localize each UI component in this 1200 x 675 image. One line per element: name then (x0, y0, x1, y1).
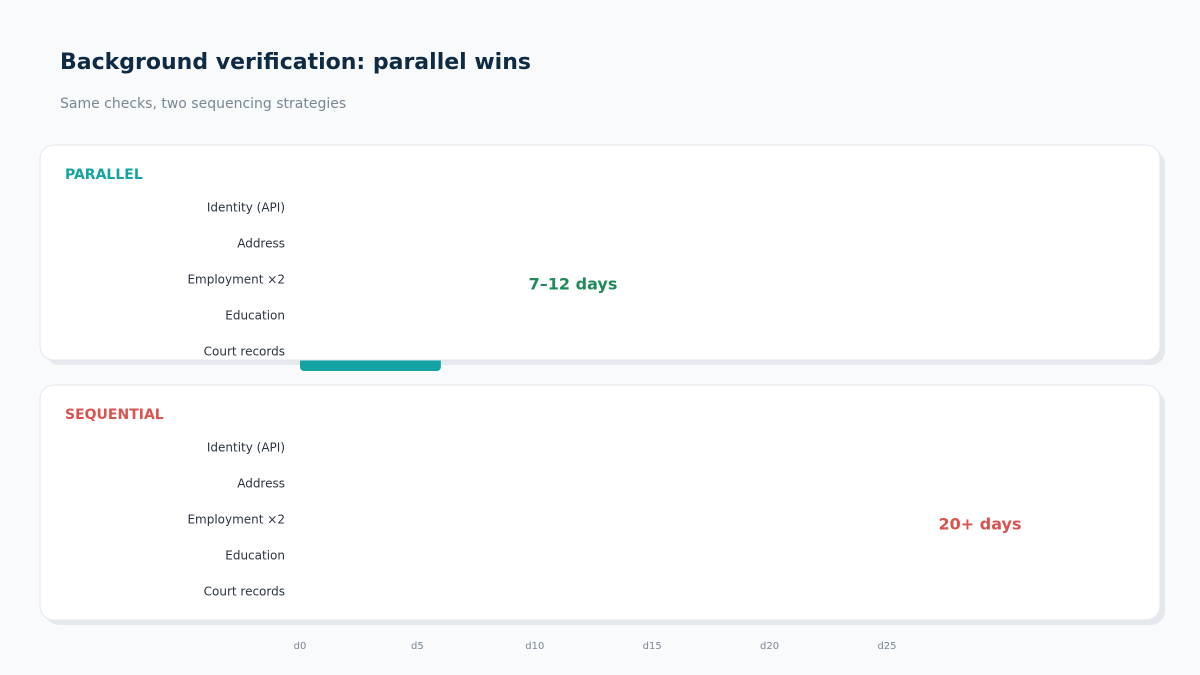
row-label: Identity (API) (207, 201, 285, 215)
row-label: Court records (204, 585, 285, 599)
x-tick-label: d10 (525, 641, 544, 652)
card (39, 384, 1161, 621)
row-label: Employment ×2 (187, 273, 285, 287)
x-tick-label: d0 (294, 641, 307, 652)
row-label: Court records (204, 345, 285, 359)
x-tick-label: d5 (411, 641, 424, 652)
subtitle: Same checks, two sequencing strategies (60, 96, 346, 112)
card (39, 144, 1161, 361)
x-tick-label: d25 (877, 641, 896, 652)
row-label: Education (225, 309, 285, 323)
annotation: 7–12 days (529, 275, 618, 294)
row-label: Education (225, 549, 285, 563)
row-label: Employment ×2 (187, 513, 285, 527)
row-label: Identity (API) (207, 441, 285, 455)
x-tick-label: d15 (643, 641, 662, 652)
panel-label: SEQUENTIAL (65, 407, 164, 423)
title: Background verification: parallel wins (60, 50, 531, 75)
annotation: 20+ days (939, 515, 1022, 534)
row-label: Address (237, 477, 285, 491)
panel-label: PARALLEL (65, 167, 143, 183)
row-label: Address (237, 237, 285, 251)
x-tick-label: d20 (760, 641, 779, 652)
